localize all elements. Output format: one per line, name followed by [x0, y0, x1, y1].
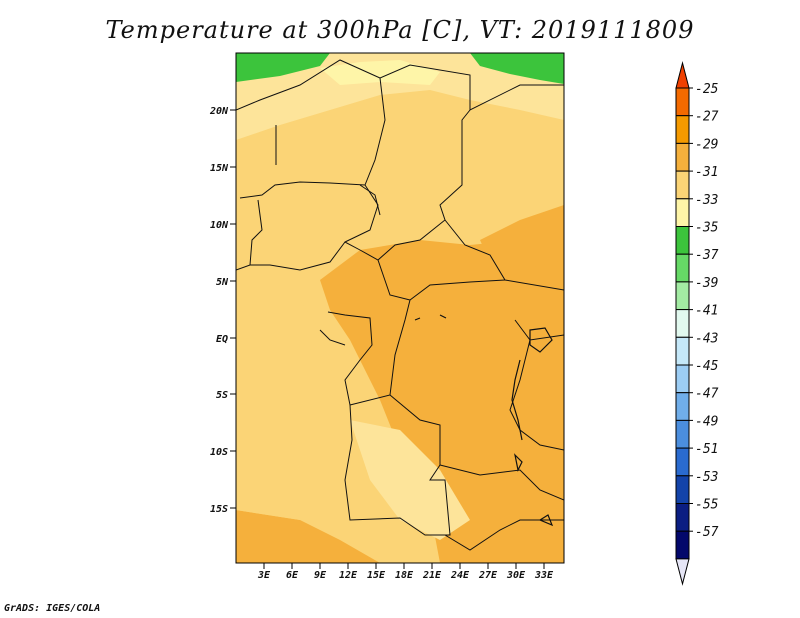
colorbar-box	[675, 475, 690, 504]
lon-label: 15E	[367, 570, 386, 581]
longitude-axis: 3E 6E 9E 12E 15E 18E 21E 24E 27E 30E 33E	[257, 563, 554, 581]
colorbar-box	[675, 309, 690, 338]
colorbar-label: -37	[695, 248, 719, 263]
colorbar-box	[675, 281, 690, 311]
lon-tick: 21E	[422, 563, 442, 581]
colorbar-label: -47	[695, 387, 719, 402]
lon-tick: 3E	[257, 563, 271, 581]
colorbar-box	[675, 530, 690, 560]
lakes	[414, 314, 554, 527]
colorbar-box	[675, 87, 690, 117]
lon-tick: 6E	[286, 563, 299, 581]
lat-tick: 15S	[210, 504, 236, 515]
colorbar-box	[675, 419, 690, 449]
lat-label: 15N	[210, 163, 229, 174]
field-orange-northeast	[480, 205, 564, 270]
colorbar-box	[675, 253, 690, 283]
lat-label: 10N	[210, 220, 229, 231]
colorbar-label: -25	[695, 82, 719, 97]
lat-label: EQ	[216, 334, 228, 345]
lat-tick: 10N	[210, 220, 236, 231]
field-green-northwest	[236, 53, 330, 82]
lat-label: 10S	[210, 447, 228, 458]
colorbar-label: -33	[695, 193, 718, 208]
map-frame	[235, 52, 565, 564]
colorbar-label: -49	[695, 414, 718, 429]
colorbar-bottom-arrow	[675, 558, 690, 586]
colorbar-box	[675, 170, 690, 200]
colorbar-label: -27	[695, 110, 719, 125]
lon-label: 6E	[286, 570, 299, 581]
latitude-axis: 20N 15N 10N 5N EQ 5S 10S 15S	[209, 106, 236, 515]
colorbar-box	[675, 226, 690, 255]
lat-label: 15S	[210, 504, 228, 515]
lon-label: 30E	[506, 570, 526, 581]
lat-tick: 5N	[216, 277, 236, 288]
lon-label: 12E	[339, 570, 358, 581]
lon-tick: 24E	[450, 563, 470, 581]
chart-title: Temperature at 300hPa [C], VT: 201911180…	[105, 16, 695, 44]
lon-tick: 27E	[478, 563, 498, 581]
lon-label: 27E	[478, 570, 498, 581]
colorbar: -25 -27 -29 -31 -33 -35 -37 -39 -41 -43 -45 -47 -49 -…	[675, 61, 719, 586]
colorbar-box	[675, 142, 690, 172]
lon-label: 18E	[395, 570, 414, 581]
colorbar-box	[675, 336, 690, 366]
lon-tick: 9E	[314, 563, 327, 581]
field-orange-southwest	[236, 510, 380, 563]
colorbar-box	[675, 447, 690, 477]
footer-credit: GrADS: IGES/COLA	[4, 603, 101, 614]
lon-tick: 15E	[367, 563, 386, 581]
lat-label: 20N	[209, 106, 229, 117]
colorbar-top-arrow	[675, 61, 690, 89]
lat-tick: 15N	[210, 163, 236, 174]
colorbar-label: -35	[695, 221, 719, 236]
colorbar-label: -51	[695, 442, 718, 457]
lon-label: 3E	[257, 570, 271, 581]
colorbar-label: -53	[695, 470, 718, 485]
lat-tick: 20N	[209, 106, 236, 117]
lon-tick: 18E	[395, 563, 414, 581]
colorbar-box	[675, 364, 690, 394]
lon-tick: 33E	[534, 563, 554, 581]
colorbar-label: -29	[695, 137, 718, 152]
lat-tick: 5S	[216, 390, 236, 401]
colorbar-box	[675, 503, 690, 532]
colorbar-box	[675, 115, 690, 144]
lon-tick: 12E	[339, 563, 358, 581]
colorbar-label: -57	[695, 525, 719, 540]
colorbar-box	[675, 198, 690, 228]
colorbar-label: -55	[695, 498, 719, 513]
colorbar-label: -39	[695, 276, 718, 291]
colorbar-label: -43	[695, 331, 718, 346]
field-light-coast	[236, 290, 370, 520]
colorbar-label: -31	[695, 165, 718, 180]
lon-tick: 30E	[506, 563, 526, 581]
field-light-south	[350, 420, 470, 540]
lon-label: 21E	[422, 570, 442, 581]
lon-label: 33E	[534, 570, 554, 581]
colorbar-label: -45	[695, 359, 719, 374]
colorbar-box	[675, 392, 690, 421]
lat-tick: EQ	[216, 334, 236, 345]
colorbar-label: -41	[695, 304, 718, 319]
field-pale-north	[320, 60, 440, 85]
lat-label: 5N	[216, 277, 229, 288]
field-orange-central	[320, 230, 564, 563]
lon-label: 24E	[450, 570, 470, 581]
lat-label: 5S	[216, 390, 228, 401]
field-green-northeast	[470, 53, 564, 84]
lat-tick: 10S	[210, 447, 236, 458]
field-light-north	[236, 53, 564, 140]
lon-label: 9E	[314, 570, 327, 581]
temperature-field	[236, 53, 564, 563]
